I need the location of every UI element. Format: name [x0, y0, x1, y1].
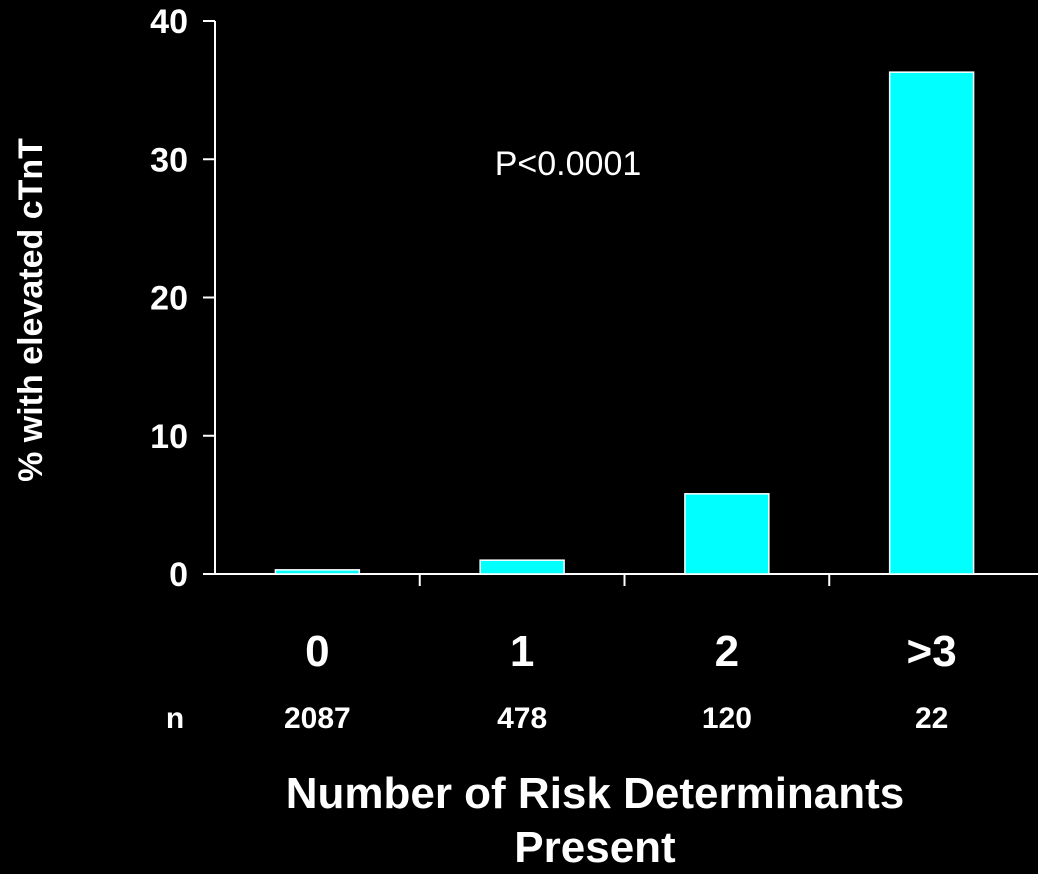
n-value-label: 22	[915, 702, 948, 735]
x-category-label: 0	[305, 627, 329, 676]
y-tick-label: 40	[150, 3, 188, 41]
x-category-label: 2	[715, 627, 739, 676]
n-value-label: 478	[497, 702, 547, 735]
y-tick-label: 10	[150, 418, 188, 456]
category-labels: 0 1 2 >3	[305, 627, 957, 676]
y-tick-label: 0	[169, 556, 188, 594]
y-axis-title: % with elevated cTnT	[12, 138, 50, 482]
x-axis-title-line-1: Number of Risk Determinants	[286, 769, 905, 818]
n-value-label: 120	[702, 702, 752, 735]
y-tick-label: 30	[150, 141, 188, 179]
bar	[684, 493, 770, 575]
bar	[274, 569, 361, 575]
x-category-label: 1	[510, 627, 534, 676]
n-row-label: n	[166, 702, 184, 735]
y-axis: 0 10 20 30 40	[150, 3, 216, 594]
x-axis	[215, 573, 1038, 586]
n-row: n 2087 478 120 22	[166, 702, 948, 735]
x-category-label: >3	[907, 627, 957, 676]
y-tick-label: 20	[150, 280, 188, 318]
bar	[888, 71, 975, 575]
bars	[274, 71, 975, 575]
x-axis-title-line-2: Present	[514, 823, 676, 872]
n-value-label: 2087	[284, 702, 351, 735]
p-value-annotation: P<0.0001	[495, 145, 642, 183]
bar	[479, 559, 565, 575]
